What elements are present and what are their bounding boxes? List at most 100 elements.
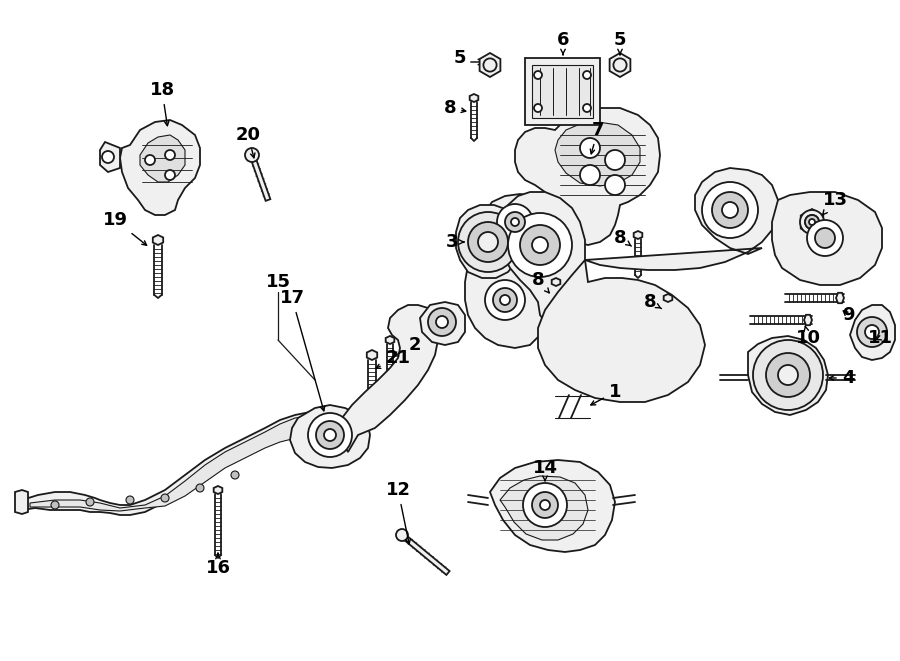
Circle shape [231, 471, 239, 479]
Text: 8: 8 [532, 271, 549, 293]
Circle shape [580, 165, 600, 185]
Polygon shape [15, 490, 28, 514]
Polygon shape [153, 235, 163, 245]
Text: 9: 9 [842, 306, 854, 324]
Text: 10: 10 [796, 326, 821, 347]
Circle shape [485, 280, 525, 320]
Polygon shape [483, 194, 558, 248]
Circle shape [245, 148, 259, 162]
Circle shape [428, 308, 456, 336]
Circle shape [583, 71, 591, 79]
Circle shape [478, 232, 498, 252]
Circle shape [308, 413, 352, 457]
Circle shape [809, 219, 815, 225]
Circle shape [505, 212, 525, 232]
Polygon shape [772, 192, 882, 285]
Text: 5: 5 [454, 49, 466, 67]
Text: 3: 3 [446, 233, 464, 251]
Text: 6: 6 [557, 31, 569, 55]
Circle shape [778, 365, 798, 385]
Circle shape [605, 175, 625, 195]
Text: 15: 15 [266, 273, 291, 291]
Text: 7: 7 [590, 121, 604, 154]
Polygon shape [290, 405, 370, 468]
Circle shape [396, 529, 408, 541]
Text: 4: 4 [829, 369, 854, 387]
Circle shape [857, 317, 887, 347]
Circle shape [805, 215, 819, 229]
Polygon shape [850, 305, 895, 360]
Circle shape [165, 150, 175, 160]
Text: 20: 20 [236, 126, 260, 158]
Circle shape [511, 218, 519, 226]
Circle shape [102, 151, 114, 163]
Polygon shape [340, 305, 438, 452]
Circle shape [815, 228, 835, 248]
Text: 14: 14 [533, 459, 557, 481]
Polygon shape [525, 58, 600, 125]
Circle shape [532, 492, 558, 518]
Circle shape [161, 494, 169, 502]
Circle shape [753, 340, 823, 410]
Circle shape [534, 104, 542, 112]
Circle shape [520, 225, 560, 265]
Polygon shape [804, 315, 812, 325]
Circle shape [500, 295, 510, 305]
Polygon shape [420, 302, 465, 345]
Polygon shape [500, 476, 588, 540]
Polygon shape [663, 294, 672, 302]
Circle shape [196, 484, 204, 492]
Polygon shape [609, 53, 630, 77]
Polygon shape [249, 154, 270, 201]
Polygon shape [836, 293, 844, 303]
Text: 8: 8 [644, 293, 662, 311]
Circle shape [540, 500, 550, 510]
Polygon shape [367, 350, 377, 360]
Text: 5: 5 [614, 31, 626, 55]
Polygon shape [100, 142, 120, 172]
Polygon shape [801, 209, 824, 235]
Circle shape [493, 288, 517, 312]
Text: 11: 11 [868, 329, 893, 347]
Polygon shape [213, 486, 222, 494]
Text: 19: 19 [103, 211, 147, 245]
Circle shape [583, 104, 591, 112]
Polygon shape [585, 168, 778, 270]
Polygon shape [552, 278, 561, 286]
Text: 8: 8 [614, 229, 632, 247]
Circle shape [483, 58, 497, 71]
Text: 16: 16 [205, 553, 230, 577]
Circle shape [532, 237, 548, 253]
Circle shape [534, 71, 542, 79]
Circle shape [702, 182, 758, 238]
Polygon shape [532, 65, 593, 118]
Circle shape [508, 213, 572, 277]
Polygon shape [400, 533, 450, 575]
Circle shape [497, 204, 533, 240]
Polygon shape [140, 135, 185, 182]
Circle shape [458, 212, 518, 272]
Text: 12: 12 [385, 481, 410, 544]
Circle shape [605, 150, 625, 170]
Polygon shape [538, 260, 705, 402]
Polygon shape [634, 231, 643, 239]
Circle shape [614, 58, 626, 71]
Circle shape [580, 138, 600, 158]
Circle shape [126, 496, 134, 504]
Text: 21: 21 [376, 349, 410, 368]
Circle shape [324, 429, 336, 441]
Circle shape [165, 170, 175, 180]
Text: 18: 18 [149, 81, 175, 126]
Circle shape [712, 192, 748, 228]
Circle shape [807, 220, 843, 256]
Circle shape [766, 353, 810, 397]
Polygon shape [30, 416, 342, 511]
Circle shape [51, 501, 59, 509]
Polygon shape [500, 192, 585, 322]
Polygon shape [465, 235, 545, 348]
Polygon shape [386, 336, 394, 344]
Polygon shape [120, 120, 200, 215]
Polygon shape [555, 122, 640, 186]
Circle shape [800, 210, 824, 234]
Circle shape [722, 202, 738, 218]
